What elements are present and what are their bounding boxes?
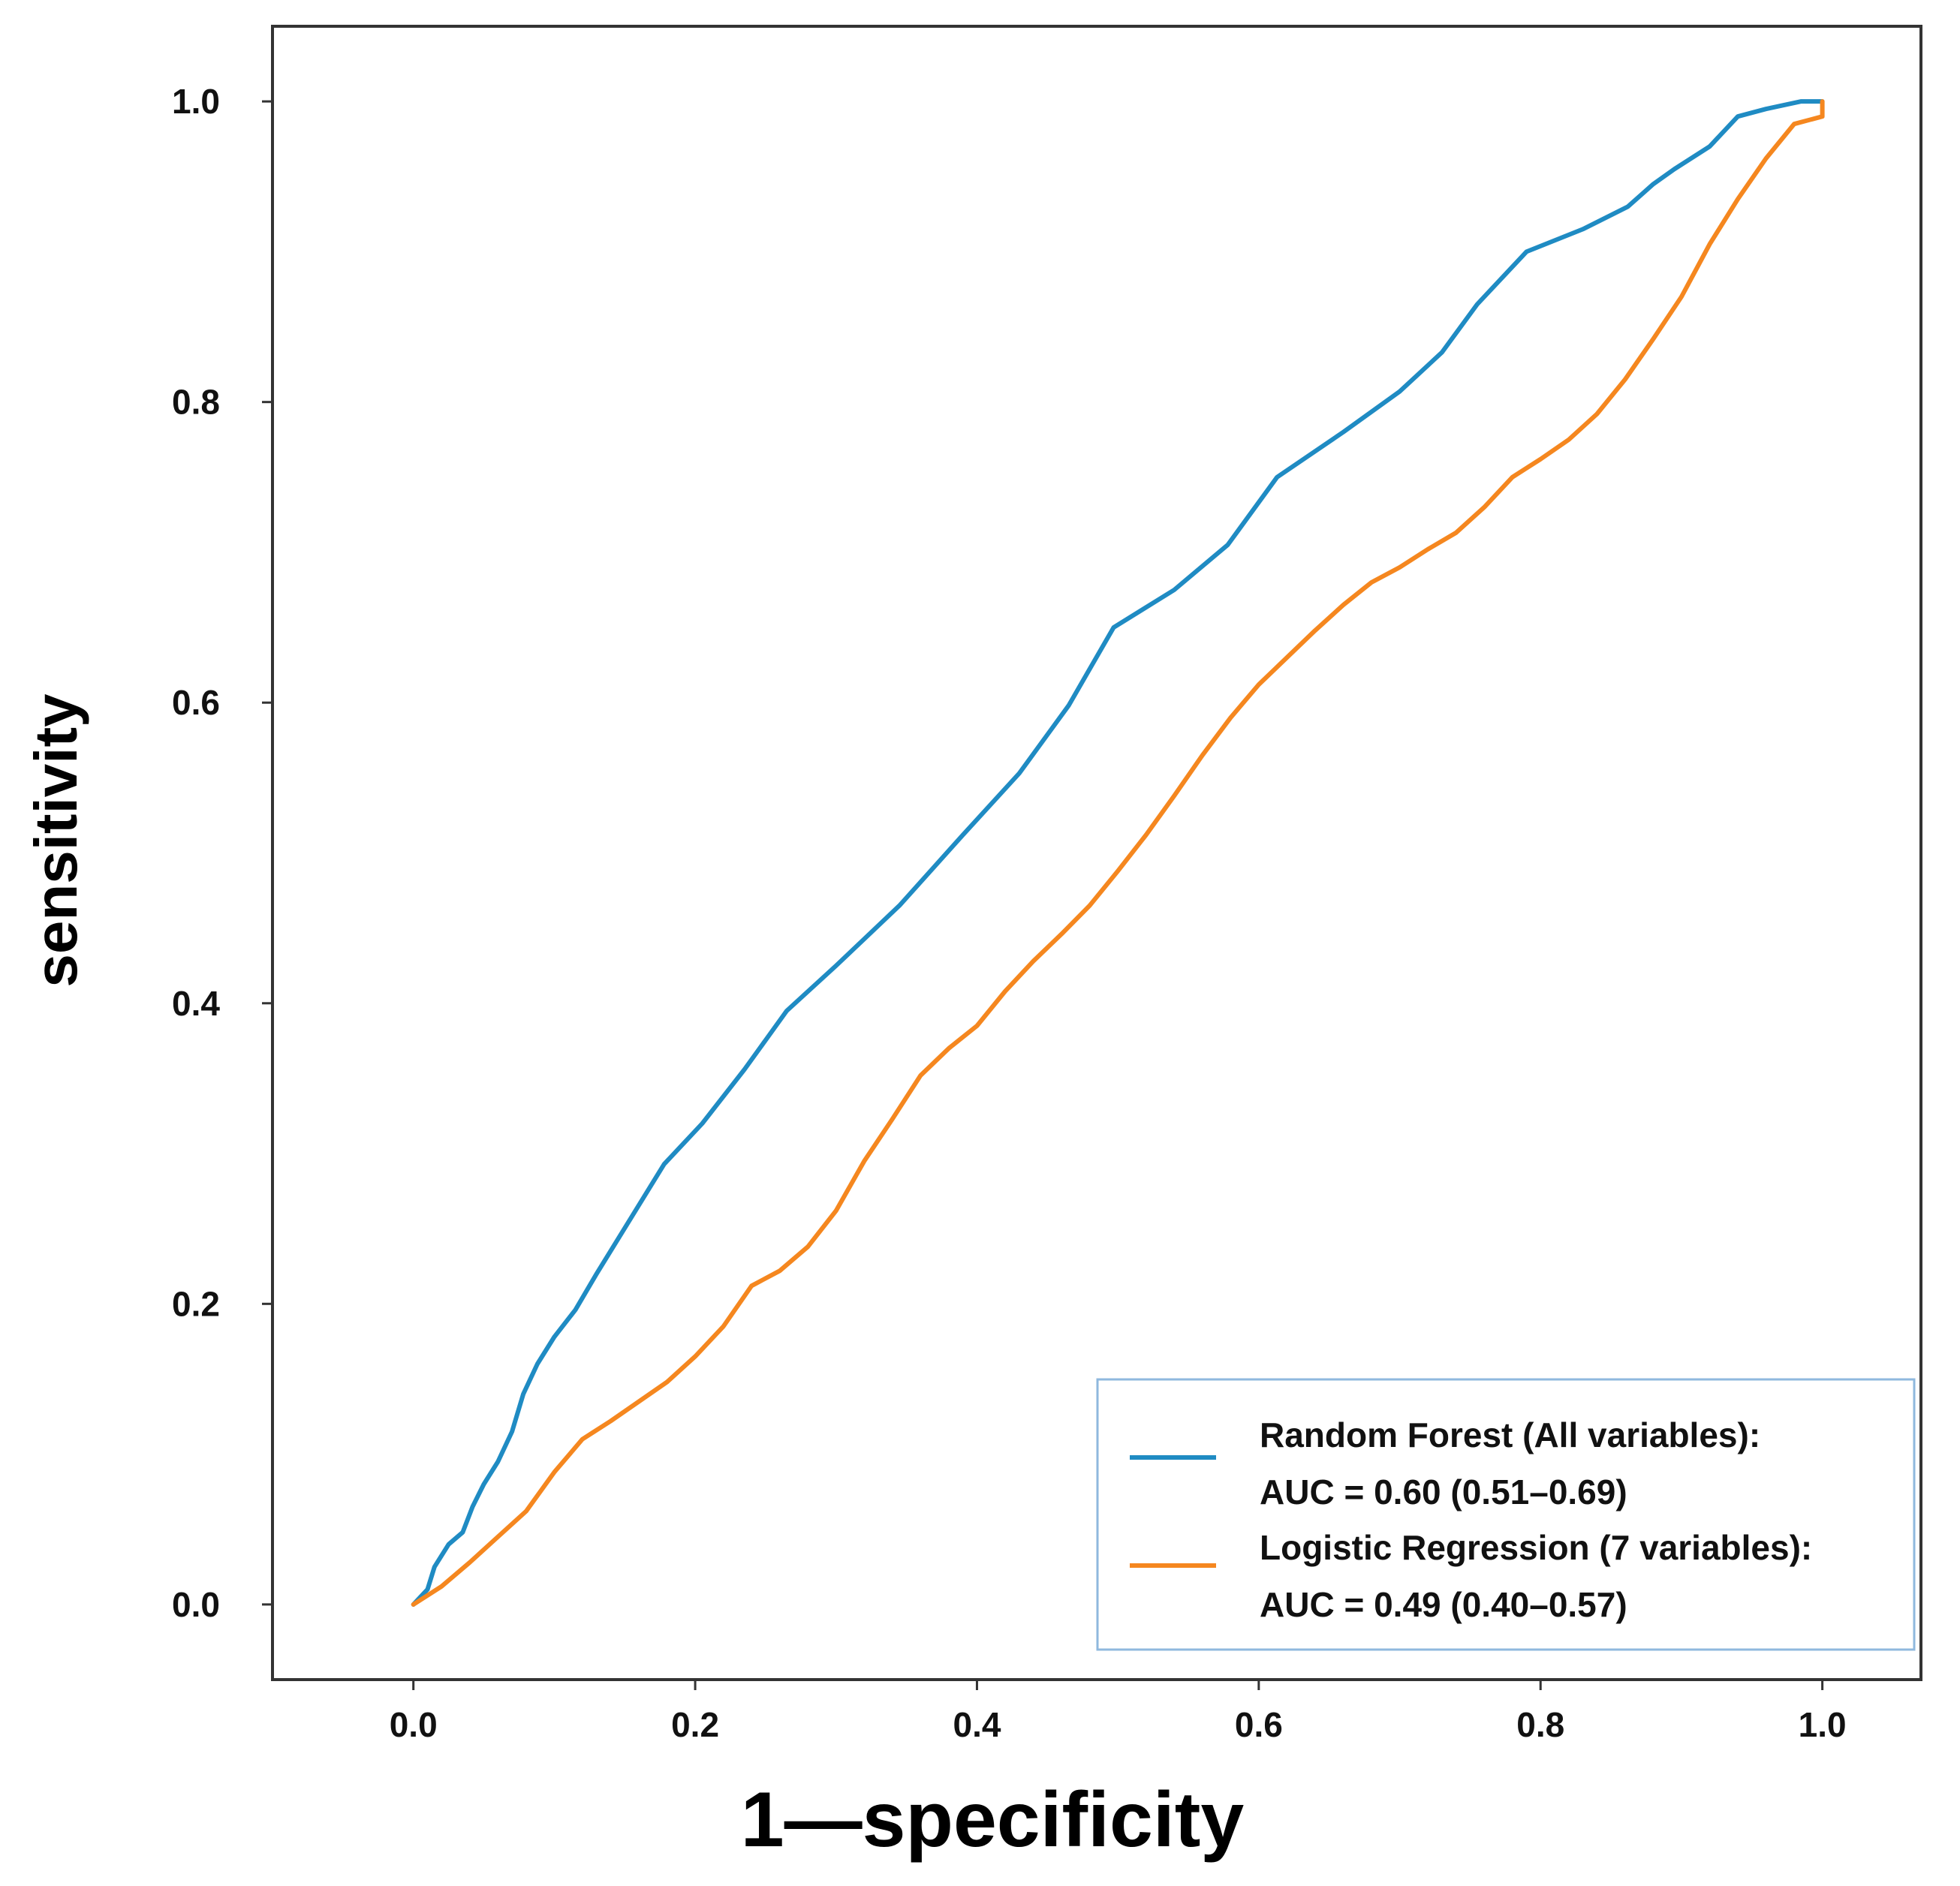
legend: Random Forest (All variables): AUC = 0.6… [1096,1378,1916,1651]
legend-label-random-forest: Random Forest (All variables): [1260,1415,1760,1454]
x-tick-label: 0.2 [671,1705,719,1744]
y-tick-label: 0.0 [172,1585,220,1624]
x-axis-title: 1—specificity [741,1776,1245,1863]
legend-auc-logistic-regression: AUC = 0.49 (0.40–0.57) [1260,1585,1627,1624]
y-tick-label: 0.6 [172,683,220,722]
legend-box [1096,1378,1916,1651]
x-tick-label: 0.0 [390,1705,438,1744]
y-tick-label: 0.8 [172,383,220,422]
y-tick-label: 0.4 [172,984,220,1023]
x-tick-label: 1.0 [1799,1705,1847,1744]
legend-label-logistic-regression: Logistic Regression (7 variables): [1260,1528,1812,1567]
x-axis-ticks: 0.0 0.2 0.4 0.6 0.8 1.0 [390,1680,1847,1744]
x-tick-label: 0.6 [1235,1705,1283,1744]
legend-auc-random-forest: AUC = 0.60 (0.51–0.69) [1260,1472,1627,1512]
series-line-random-forest [411,99,1825,1607]
y-tick-label: 1.0 [172,82,220,121]
y-axis-title: sensitivity [23,693,89,988]
y-tick-label: 0.2 [172,1284,220,1323]
x-tick-label: 0.4 [953,1705,1001,1744]
y-axis-ticks: 0.0 0.2 0.4 0.6 0.8 1.0 [172,82,272,1624]
series-layer [411,99,1825,1607]
x-tick-label: 0.8 [1516,1705,1564,1744]
series-line-logistic-regression [411,99,1825,1607]
